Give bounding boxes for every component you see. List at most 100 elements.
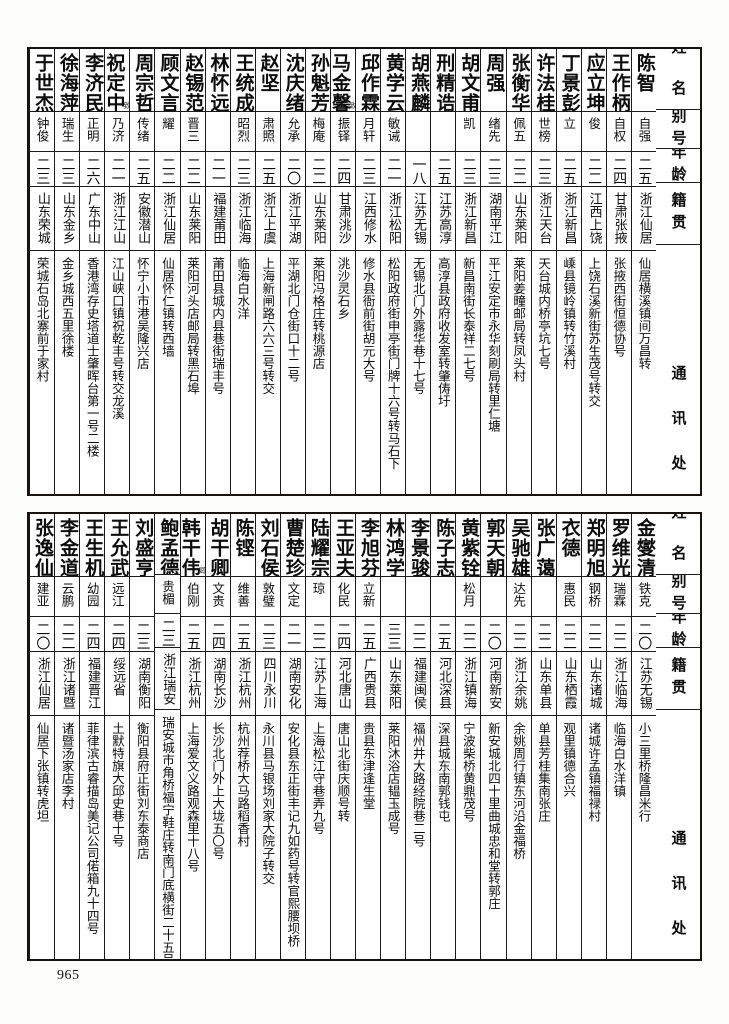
person-name: 金燮清 xyxy=(633,518,656,576)
person-name-cell: 胡干卿 xyxy=(206,514,230,576)
person-name: 王允武 xyxy=(107,518,130,576)
name-wrapper: 周宗哲 xyxy=(132,51,154,111)
person-alias-cell: 云鹏 xyxy=(55,576,80,616)
person-name-cell: 张广蔼 xyxy=(532,514,556,576)
table-row: 黄紫铨 松月 二二 浙江镇海 宁波柴桥黄鼎茂号 xyxy=(455,514,481,959)
person-native-place-cell: 湖南安化 xyxy=(280,651,305,715)
person-age-cell: 二三 xyxy=(481,151,506,186)
table-row: 胡文甫凯二三 浙江新昌 新昌南街长泰祥二七号 xyxy=(455,49,481,494)
header-name-cell: 姓名 xyxy=(656,49,700,109)
person-name: 陈子志 xyxy=(433,518,456,576)
name-wrapper: 邱作霖 xyxy=(358,51,380,111)
person-address: 莱阳沐浴店韫玉成号 xyxy=(385,722,401,835)
person-native-place: 浙江上虞 xyxy=(260,192,276,244)
person-address-cell: 嵊县镜岭镇转竹溪村 xyxy=(556,250,581,494)
person-address: 上海新闸路六六三号转交 xyxy=(260,257,276,395)
person-name-cell: 郭天朝 xyxy=(481,514,505,576)
person-alias: 贵楣 xyxy=(159,580,175,606)
person-alias-cell: 瑞霖 xyxy=(606,576,631,616)
person-native-place-cell: 浙江诸暨 xyxy=(55,651,80,715)
person-alias-cell: 世榜 xyxy=(531,111,556,151)
name-wrapper: 于世杰 xyxy=(32,51,54,111)
name-wrapper: 李济民 xyxy=(82,51,105,111)
name-wrapper: 陆耀宗 xyxy=(308,516,330,576)
person-age-cell: 二二 xyxy=(506,151,531,186)
table-row: 韩干伟卿伯刚 二五 浙江杭州 上海爱文义路观森里十八号 xyxy=(179,514,205,959)
person-name: 郭天朝 xyxy=(483,518,506,576)
person-name: 张逸仙 xyxy=(31,518,54,576)
person-age: 三三 xyxy=(385,622,402,650)
person-age-cell: 二二 xyxy=(155,151,180,186)
person-native-place-cell: 山东莱阳 xyxy=(506,186,531,250)
person-alias-cell: 允承 xyxy=(280,111,305,151)
person-alias-cell: 梅庵 xyxy=(305,111,330,151)
person-address-cell: 长沙北门外上大垅五〇号 xyxy=(205,715,230,959)
person-address-cell: 江山峡口镇祝乾丰号转交龙溪 xyxy=(105,250,130,494)
table-row: 陆耀宗琼二二 江苏上海 上海松江守巷弄九号 xyxy=(304,514,330,959)
person-address-cell: 高淳县政府收发室转肇俦圩 xyxy=(431,250,456,494)
person-native-place: 江西上饶 xyxy=(586,192,602,244)
person-name-cell: 李济民 xyxy=(80,49,104,111)
person-age: 二二 xyxy=(611,622,628,650)
person-name: 吴驰雄 xyxy=(508,518,531,576)
person-age: 二五 xyxy=(561,157,577,185)
person-address-cell: 菲律滨古睿描岛美记公司偌箱九十四号 xyxy=(80,715,105,959)
person-native-place-cell: 山东莱阳 xyxy=(305,186,330,250)
person-address: 平江安定市永华刻刷局转里仁塘 xyxy=(485,257,501,432)
person-name: 林鸿学 xyxy=(383,518,406,576)
person-address: 金乡城西五里徐楼 xyxy=(59,257,75,357)
person-age-cell: 二三 xyxy=(130,616,155,651)
person-alias-cell: 文定 xyxy=(280,576,305,616)
person-address: 平湖北门仓街口十二号 xyxy=(285,257,301,382)
person-name: 李济民 xyxy=(82,53,105,111)
person-native-place: 浙江镇海 xyxy=(461,657,477,709)
person-native-place-cell: 浙江临海 xyxy=(230,186,255,250)
person-age: 二五 xyxy=(636,157,653,185)
person-age-cell: 二三 xyxy=(531,151,556,186)
person-name: 刘盛亨 xyxy=(132,518,155,576)
person-native-place: 山东单县 xyxy=(536,657,552,709)
person-alias-cell: 立 xyxy=(556,111,581,151)
person-alias: 敦璧 xyxy=(260,582,276,607)
person-age-cell: 二三 xyxy=(356,151,381,186)
person-age-cell: 三三 xyxy=(381,616,406,651)
person-age-cell: 二一 xyxy=(105,151,130,186)
person-address: 衡阳县府正街刘东泰商店 xyxy=(134,722,150,860)
table-row: 赵坚 肃照 二五 浙江上虞 上海新闸路六六三号转交 xyxy=(254,49,280,494)
person-age: 二三 xyxy=(34,157,51,185)
table-row: 李旭芬 立新 二五 广西贵县 贵县东津逢生堂 xyxy=(355,514,381,959)
table-row: 王生机 幼园 二四 福建晋江 菲律滨古睿描岛美记公司偌箱九十四号 xyxy=(79,514,105,959)
name-wrapper: 鲍孟德 xyxy=(157,516,179,574)
person-address: 香港湾存史塔道士肇晖台第一号二楼 xyxy=(84,257,100,457)
name-wrapper: 王统成 xyxy=(233,51,255,111)
person-name-cell: 王作柄 xyxy=(607,49,631,111)
name-wrapper: 陈子志 xyxy=(433,516,456,576)
person-native-place: 山东金乡 xyxy=(59,192,75,244)
person-age-cell: 二五 xyxy=(356,616,381,651)
person-age-cell: 二二 xyxy=(556,616,581,651)
table-row: 李金道 云鹏 二二 浙江诸暨 诸暨汤家店李村 xyxy=(54,514,80,959)
person-name-cell: 郑明旭 xyxy=(582,514,606,576)
name-wrapper: 刘石侯 xyxy=(258,516,280,576)
person-address-cell: 宁波柴桥黄鼎茂号 xyxy=(456,715,481,959)
person-name: 刑精诰 xyxy=(433,53,456,111)
person-native-place: 江苏上海 xyxy=(310,657,326,709)
header-age-cell: 年龄 xyxy=(656,147,700,182)
person-alias-cell: 贵楣 xyxy=(155,574,180,613)
person-name: 陈铿 xyxy=(232,518,255,558)
person-address-cell: 上海新闸路六六三号转交 xyxy=(255,250,280,494)
person-native-place: 安徽潜山 xyxy=(135,192,151,244)
person-address: 莱阳冯格庄转桃源店 xyxy=(310,257,326,370)
person-alias-cell: 振铎 xyxy=(330,111,356,151)
person-name: 张广蔼 xyxy=(533,518,556,576)
name-wrapper: 胡干卿 xyxy=(208,516,230,576)
table-row: 刑精诰 二五 江苏高淳 高淳县政府收发室转肇俦圩 xyxy=(430,49,456,494)
person-alias: 钟俊 xyxy=(34,117,50,142)
person-native-place-cell: 四川永川 xyxy=(255,651,280,715)
person-native-place: 浙江临海 xyxy=(235,192,251,244)
person-address-cell: 新昌南街长泰祥二七号 xyxy=(456,250,481,494)
person-address-cell: 永川县马银场刘家大院子转交 xyxy=(255,715,280,959)
person-name-cell: 罗维光 xyxy=(607,514,631,576)
table-row: 王作柄 自权 二四 甘肃张掖 张掖西街恒德协号 xyxy=(605,49,631,494)
name-wrapper: 许法桂 xyxy=(534,51,556,111)
